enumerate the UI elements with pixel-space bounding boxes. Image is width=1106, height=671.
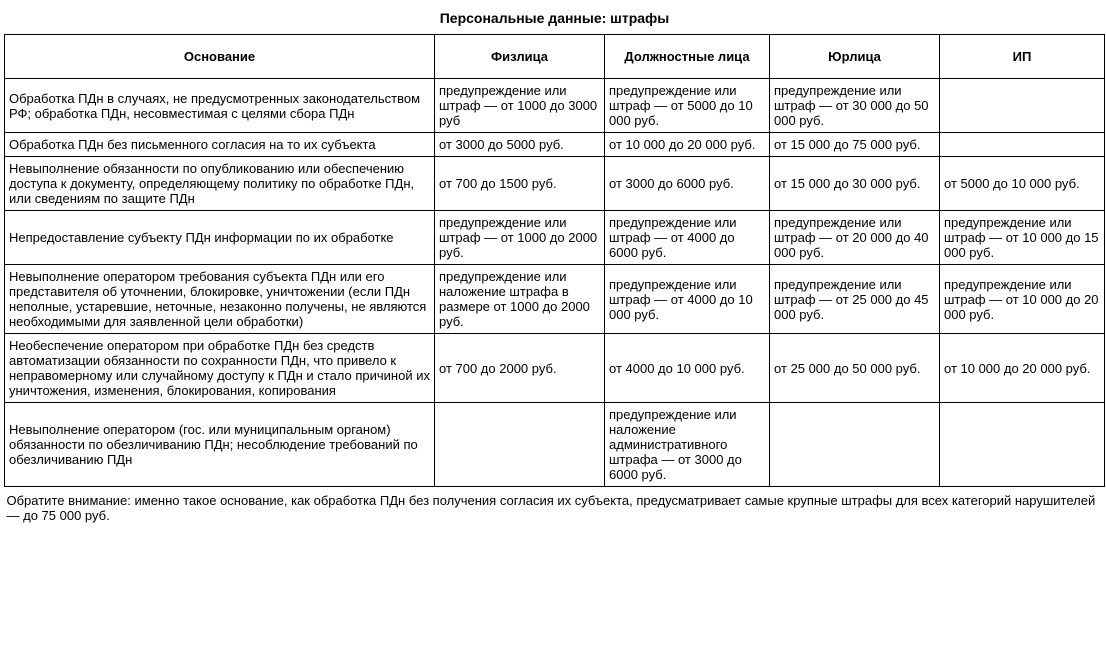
table-row: Обработка ПДн в случаях, не предусмотрен…: [5, 79, 1105, 133]
table-row: Обработка ПДн без письменного согласия н…: [5, 133, 1105, 157]
cell-ip: от 5000 до 10 000 руб.: [940, 157, 1105, 211]
cell-dolj: предупреждение или наложение администрат…: [605, 403, 770, 487]
footer-note: Обратите внимание: именно такое основани…: [5, 487, 1105, 530]
cell-basis: Невыполнение оператором требования субъе…: [5, 265, 435, 334]
cell-dolj: предупреждение или штраф — от 5000 до 10…: [605, 79, 770, 133]
cell-ip: предупреждение или штраф — от 10 000 до …: [940, 265, 1105, 334]
cell-ip: от 10 000 до 20 000 руб.: [940, 334, 1105, 403]
col-header-basis: Основание: [5, 35, 435, 79]
cell-ip: [940, 79, 1105, 133]
cell-fiz: предупреждение или штраф — от 1000 до 20…: [435, 211, 605, 265]
cell-fiz: от 700 до 2000 руб.: [435, 334, 605, 403]
cell-yur: предупреждение или штраф — от 20 000 до …: [770, 211, 940, 265]
cell-basis: Необеспечение оператором при обработке П…: [5, 334, 435, 403]
cell-fiz: от 700 до 1500 руб.: [435, 157, 605, 211]
cell-basis: Невыполнение оператором (гос. или муници…: [5, 403, 435, 487]
cell-yur: [770, 403, 940, 487]
table-row: Невыполнение оператором (гос. или муници…: [5, 403, 1105, 487]
col-header-ip: ИП: [940, 35, 1105, 79]
fines-table: Персональные данные: штрафы Основание Фи…: [4, 4, 1105, 529]
table-title: Персональные данные: штрафы: [5, 4, 1105, 35]
cell-dolj: от 10 000 до 20 000 руб.: [605, 133, 770, 157]
cell-dolj: от 3000 до 6000 руб.: [605, 157, 770, 211]
cell-basis: Обработка ПДн без письменного согласия н…: [5, 133, 435, 157]
cell-yur: предупреждение или штраф — от 30 000 до …: [770, 79, 940, 133]
col-header-fiz: Физлица: [435, 35, 605, 79]
cell-yur: от 25 000 до 50 000 руб.: [770, 334, 940, 403]
col-header-yur: Юрлица: [770, 35, 940, 79]
cell-ip: [940, 133, 1105, 157]
cell-fiz: предупреждение или наложение штрафа в ра…: [435, 265, 605, 334]
cell-basis: Непредоставление субъекту ПДн информации…: [5, 211, 435, 265]
cell-yur: от 15 000 до 75 000 руб.: [770, 133, 940, 157]
table-row: Необеспечение оператором при обработке П…: [5, 334, 1105, 403]
cell-yur: предупреждение или штраф — от 25 000 до …: [770, 265, 940, 334]
cell-fiz: [435, 403, 605, 487]
cell-dolj: предупреждение или штраф — от 4000 до 60…: [605, 211, 770, 265]
cell-fiz: предупреждение или штраф — от 1000 до 30…: [435, 79, 605, 133]
cell-basis: Обработка ПДн в случаях, не предусмотрен…: [5, 79, 435, 133]
cell-dolj: от 4000 до 10 000 руб.: [605, 334, 770, 403]
table-row: Невыполнение обязанности по опубликовани…: [5, 157, 1105, 211]
table-row: Непредоставление субъекту ПДн информации…: [5, 211, 1105, 265]
cell-dolj: предупреждение или штраф — от 4000 до 10…: [605, 265, 770, 334]
title-row: Персональные данные: штрафы: [5, 4, 1105, 35]
cell-ip: [940, 403, 1105, 487]
header-row: Основание Физлица Должностные лица Юрлиц…: [5, 35, 1105, 79]
cell-fiz: от 3000 до 5000 руб.: [435, 133, 605, 157]
cell-basis: Невыполнение обязанности по опубликовани…: [5, 157, 435, 211]
col-header-dolj: Должностные лица: [605, 35, 770, 79]
cell-yur: от 15 000 до 30 000 руб.: [770, 157, 940, 211]
cell-ip: предупреждение или штраф — от 10 000 до …: [940, 211, 1105, 265]
table-row: Невыполнение оператором требования субъе…: [5, 265, 1105, 334]
footer-row: Обратите внимание: именно такое основани…: [5, 487, 1105, 530]
